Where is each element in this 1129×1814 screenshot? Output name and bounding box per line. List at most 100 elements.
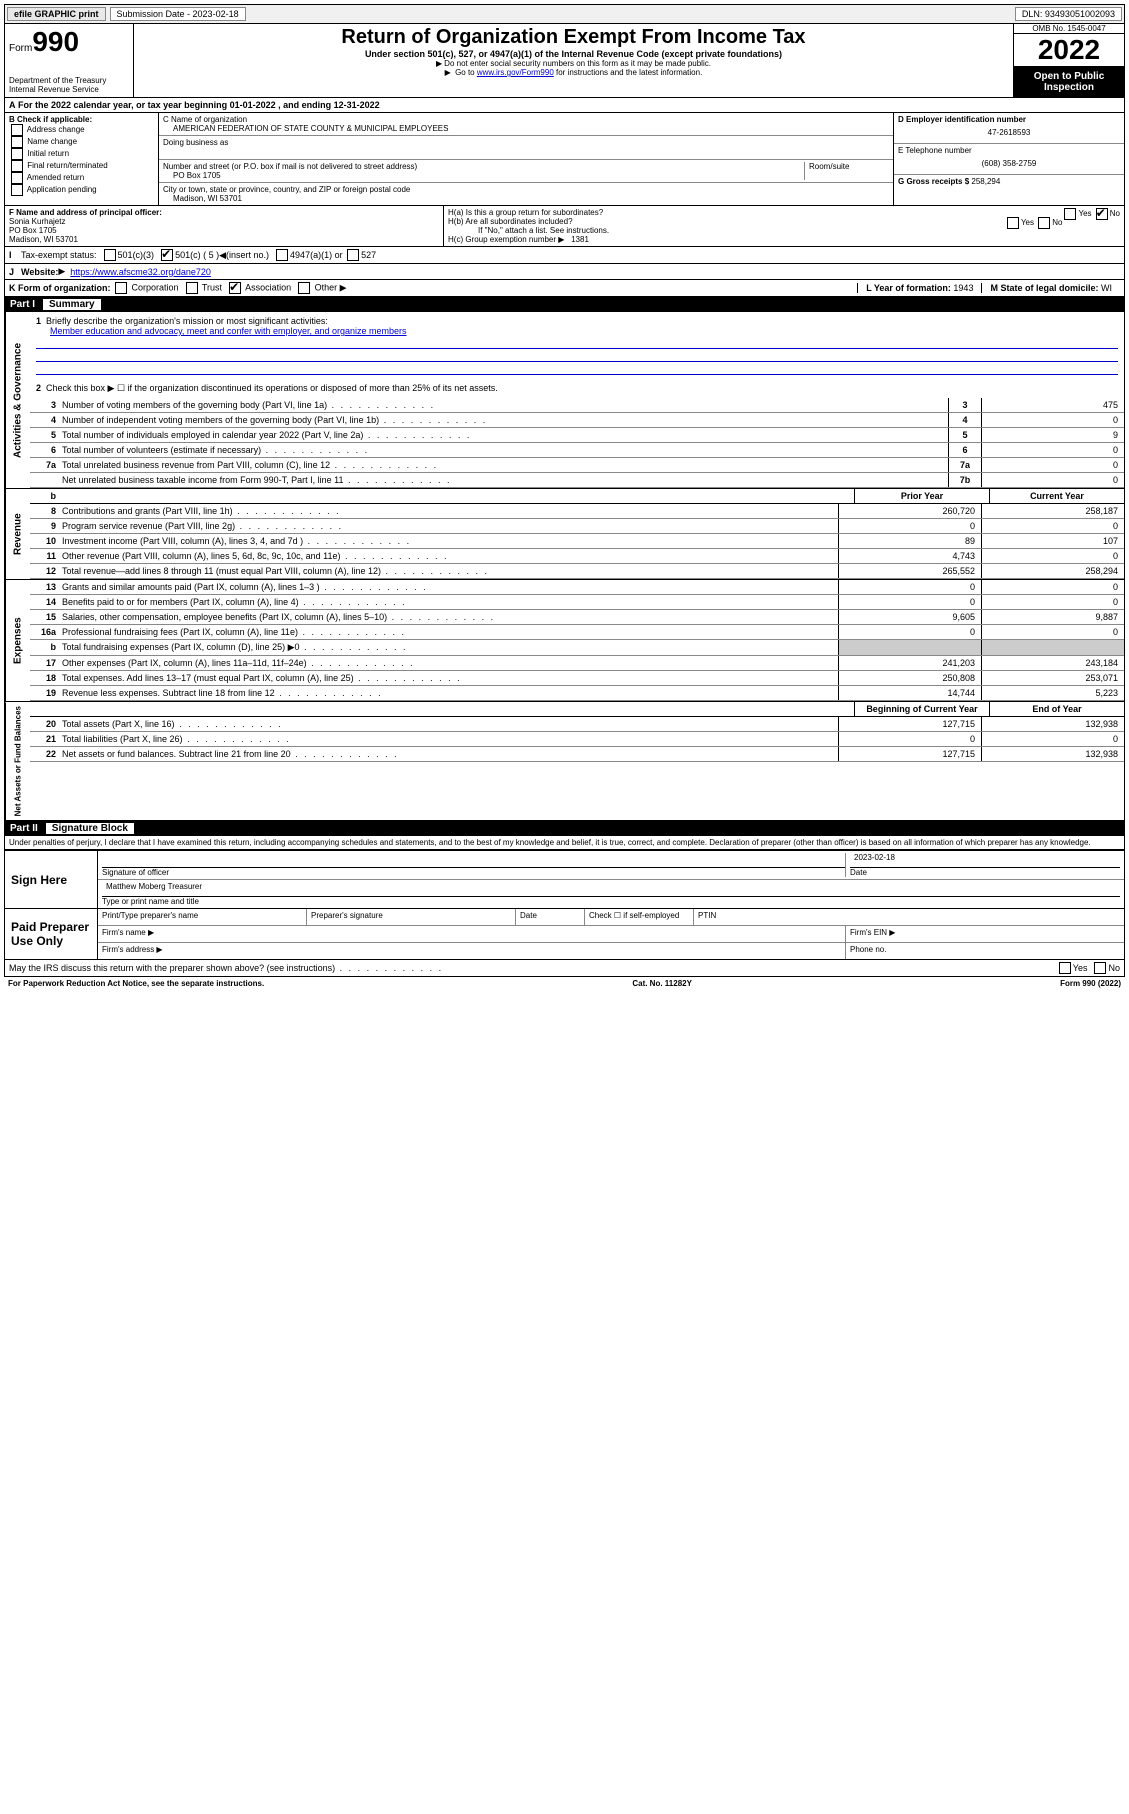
section-b-checkboxes: B Check if applicable: Address change Na… (5, 113, 159, 205)
hb-yes-checkbox[interactable] (1007, 217, 1019, 229)
table-row: 17Other expenses (Part IX, column (A), l… (30, 656, 1124, 671)
form-note-link: Go to www.irs.gov/Form990 for instructio… (140, 68, 1007, 77)
firm-ein-label: Firm's EIN ▶ (846, 926, 1124, 942)
ha-no-checkbox[interactable] (1096, 208, 1108, 220)
form-label: Form (9, 43, 32, 54)
col-beginning-year: Beginning of Current Year (854, 702, 989, 716)
org-name: AMERICAN FEDERATION OF STATE COUNTY & MU… (163, 124, 889, 133)
table-row: 20Total assets (Part X, line 16)127,7151… (30, 717, 1124, 732)
footer-mid: Cat. No. 11282Y (632, 979, 692, 988)
table-row: bTotal fundraising expenses (Part IX, co… (30, 640, 1124, 656)
table-row: 19Revenue less expenses. Subtract line 1… (30, 686, 1124, 701)
527-checkbox[interactable] (347, 249, 359, 261)
room-label: Room/suite (804, 162, 889, 180)
phone-value: (608) 358-2759 (898, 155, 1120, 172)
4947-checkbox[interactable] (276, 249, 288, 261)
submission-date-field: Submission Date - 2023-02-18 (110, 7, 246, 21)
year-formation: 1943 (953, 283, 973, 293)
form-title-block: Return of Organization Exempt From Incom… (134, 24, 1013, 97)
sig-date: 2023-02-18 (850, 853, 1120, 868)
website-link[interactable]: https://www.afscme32.org/dane720 (70, 267, 211, 277)
efile-print-button[interactable]: efile GRAPHIC print (7, 7, 106, 21)
discuss-row: May the IRS discuss this return with the… (4, 960, 1125, 977)
section-f-officer: F Name and address of principal officer:… (5, 206, 444, 246)
hb-no-checkbox[interactable] (1038, 217, 1050, 229)
firm-name-label: Firm's name ▶ (98, 926, 846, 942)
footer: For Paperwork Reduction Act Notice, see … (4, 977, 1125, 990)
b-checkbox[interactable] (11, 136, 23, 148)
line-j-website: J Website: ▶ https://www.afscme32.org/da… (4, 264, 1125, 280)
sign-here-label: Sign Here (5, 851, 98, 908)
dba-value (163, 147, 889, 157)
part2-declaration: Under penalties of perjury, I declare th… (4, 836, 1125, 850)
501c-checkbox[interactable] (161, 249, 173, 261)
k-opt-checkbox[interactable] (298, 282, 310, 294)
dba-label: Doing business as (163, 138, 889, 147)
ha-yes-checkbox[interactable] (1064, 208, 1076, 220)
firm-addr-label: Firm's address ▶ (98, 943, 846, 959)
topbar: efile GRAPHIC print Submission Date - 20… (4, 4, 1125, 24)
city-label: City or town, state or province, country… (163, 185, 889, 194)
table-row: 3Number of voting members of the governi… (30, 398, 1124, 413)
addr-value: PO Box 1705 (163, 171, 804, 180)
table-row: 13Grants and similar amounts paid (Part … (30, 580, 1124, 595)
table-row: 18Total expenses. Add lines 13–17 (must … (30, 671, 1124, 686)
city-value: Madison, WI 53701 (163, 194, 889, 203)
block-b-through-g: B Check if applicable: Address change Na… (4, 113, 1125, 206)
table-row: 14Benefits paid to or for members (Part … (30, 595, 1124, 610)
form-number-block: Form990 Department of the Treasury Inter… (5, 24, 134, 97)
paid-preparer-label: Paid Preparer Use Only (5, 909, 98, 959)
side-label-revenue: Revenue (5, 489, 30, 579)
b-checkbox[interactable] (11, 172, 23, 184)
501c3-checkbox[interactable] (104, 249, 116, 261)
form-title: Return of Organization Exempt From Incom… (140, 26, 1007, 49)
side-label-netassets: Net Assets or Fund Balances (5, 702, 30, 820)
line-k-l-m: K Form of organization: Corporation Trus… (4, 280, 1125, 297)
k-opt-checkbox[interactable] (186, 282, 198, 294)
sig-officer-label: Signature of officer (102, 868, 845, 877)
col-prior-year: Prior Year (854, 489, 989, 503)
gross-value: 258,294 (971, 177, 1000, 186)
firm-phone-label: Phone no. (846, 943, 1124, 959)
footer-right: Form 990 (2022) (1060, 979, 1121, 988)
preparer-selfemp-header: Check ☐ if self-employed (585, 909, 694, 925)
officer-addr2: Madison, WI 53701 (9, 235, 78, 244)
b-checkbox[interactable] (11, 148, 23, 160)
table-row: 6Total number of volunteers (estimate if… (30, 443, 1124, 458)
tax-year: 2022 (1014, 33, 1124, 67)
part1-revenue: Revenue b Prior Year Current Year 8Contr… (4, 488, 1125, 579)
mission-text[interactable]: Member education and advocacy, meet and … (50, 326, 407, 336)
preparer-date-header: Date (516, 909, 585, 925)
part1-activities-governance: Activities & Governance 1 Briefly descri… (4, 312, 1125, 488)
discuss-yes-checkbox[interactable] (1059, 962, 1071, 974)
k-opt-checkbox[interactable] (115, 282, 127, 294)
section-d-e-g: D Employer identification number 47-2618… (893, 113, 1124, 205)
table-row: 4Number of independent voting members of… (30, 413, 1124, 428)
preparer-ptin-header: PTIN (694, 909, 1124, 925)
table-row: 12Total revenue—add lines 8 through 11 (… (30, 564, 1124, 579)
hc-value: 1381 (571, 235, 589, 244)
b-checkbox[interactable] (11, 184, 23, 196)
ein-label: D Employer identification number (898, 115, 1026, 124)
side-label-activities: Activities & Governance (5, 312, 30, 488)
k-opt-checkbox[interactable] (229, 282, 241, 294)
gross-label: G Gross receipts $ (898, 177, 969, 186)
col-end-year: End of Year (989, 702, 1124, 716)
form-note-ssn: Do not enter social security numbers on … (140, 59, 1007, 68)
side-label-expenses: Expenses (5, 580, 30, 701)
discuss-no-checkbox[interactable] (1094, 962, 1106, 974)
section-c-org-info: C Name of organization AMERICAN FEDERATI… (159, 113, 893, 205)
table-row: 22Net assets or fund balances. Subtract … (30, 747, 1124, 762)
b-checkbox[interactable] (11, 160, 23, 172)
footer-left: For Paperwork Reduction Act Notice, see … (8, 979, 264, 988)
form-header: Form990 Department of the Treasury Inter… (4, 24, 1125, 98)
officer-addr1: PO Box 1705 (9, 226, 57, 235)
signature-block: Sign Here Signature of officer 2023-02-1… (4, 850, 1125, 960)
sig-date-label: Date (850, 868, 1120, 877)
table-row: 7aTotal unrelated business revenue from … (30, 458, 1124, 473)
phone-label: E Telephone number (898, 146, 1120, 155)
b-checkbox[interactable] (11, 124, 23, 136)
table-row: 8Contributions and grants (Part VIII, li… (30, 504, 1124, 519)
irs-link[interactable]: www.irs.gov/Form990 (477, 68, 554, 77)
omb-number: OMB No. 1545-0047 (1014, 24, 1124, 33)
